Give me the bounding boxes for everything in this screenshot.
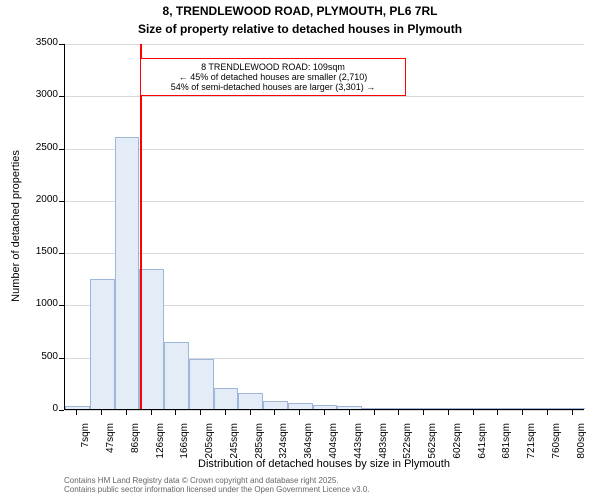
histogram-bar [288,403,313,409]
histogram-bar [238,393,263,409]
y-tick-mark [59,149,64,150]
x-tick-label: 522sqm [402,423,413,473]
histogram-bar [65,406,90,409]
histogram-bar [486,408,511,409]
chart-title-line1: 8, TRENDLEWOOD ROAD, PLYMOUTH, PL6 7RL [0,4,600,18]
x-tick-mark [473,410,474,415]
histogram-bar [263,401,288,409]
histogram-bar [362,408,387,409]
x-tick-mark [324,410,325,415]
x-tick-label: 443sqm [353,423,364,473]
histogram-bar [560,408,585,409]
x-tick-mark [101,410,102,415]
gridline [65,201,584,202]
y-tick-label: 500 [24,351,58,362]
x-tick-label: 86sqm [130,423,141,473]
x-tick-label: 324sqm [278,423,289,473]
x-tick-label: 47sqm [105,423,116,473]
histogram-bar [214,388,239,409]
y-tick-label: 2500 [24,142,58,153]
x-tick-label: 483sqm [378,423,389,473]
histogram-bar [436,408,461,409]
x-tick-label: 404sqm [328,423,339,473]
chart-root: 8, TRENDLEWOOD ROAD, PLYMOUTH, PL6 7RL S… [0,0,600,500]
x-tick-mark [423,410,424,415]
y-tick-label: 1000 [24,298,58,309]
x-tick-mark [200,410,201,415]
x-tick-mark [497,410,498,415]
histogram-bar [139,269,164,409]
y-tick-mark [59,44,64,45]
y-tick-mark [59,201,64,202]
x-tick-mark [151,410,152,415]
histogram-bar [115,137,140,409]
x-tick-label: 7sqm [80,423,91,473]
gridline [65,44,584,45]
x-tick-mark [572,410,573,415]
histogram-bar [337,406,362,409]
x-tick-label: 641sqm [477,423,488,473]
x-tick-mark [225,410,226,415]
x-tick-mark [522,410,523,415]
y-tick-mark [59,305,64,306]
x-tick-label: 800sqm [576,423,587,473]
x-tick-mark [448,410,449,415]
histogram-bar [90,279,115,409]
y-tick-label: 3500 [24,37,58,48]
histogram-bar [164,342,189,409]
annotation-line: 54% of semi-detached houses are larger (… [147,82,399,92]
y-tick-mark [59,358,64,359]
y-tick-mark [59,410,64,411]
x-tick-label: 166sqm [179,423,190,473]
attribution: Contains HM Land Registry data © Crown c… [0,476,600,494]
y-tick-label: 1500 [24,246,58,257]
gridline [65,253,584,254]
histogram-bar [412,408,437,409]
x-tick-label: 562sqm [427,423,438,473]
x-tick-mark [250,410,251,415]
x-tick-label: 205sqm [204,423,215,473]
x-tick-label: 760sqm [551,423,562,473]
x-tick-mark [175,410,176,415]
reference-line [140,44,142,409]
x-tick-mark [126,410,127,415]
gridline [65,96,584,97]
histogram-bar [511,408,536,409]
x-tick-mark [76,410,77,415]
annotation-line: ← 45% of detached houses are smaller (2,… [147,72,399,82]
y-tick-mark [59,253,64,254]
x-tick-mark [349,410,350,415]
plot-area [64,44,584,410]
histogram-bar [189,359,214,409]
x-tick-mark [547,410,548,415]
annotation-line: 8 TRENDLEWOOD ROAD: 109sqm [147,62,399,72]
histogram-bar [313,405,338,409]
annotation-box: 8 TRENDLEWOOD ROAD: 109sqm← 45% of detac… [140,58,406,96]
y-tick-label: 3000 [24,89,58,100]
x-tick-label: 285sqm [254,423,265,473]
x-tick-mark [398,410,399,415]
x-tick-label: 602sqm [452,423,463,473]
gridline [65,149,584,150]
y-tick-label: 2000 [24,194,58,205]
histogram-bar [387,408,412,409]
attribution-line: Contains HM Land Registry data © Crown c… [0,476,600,485]
x-tick-mark [299,410,300,415]
y-axis-label: Number of detached properties [7,46,25,406]
histogram-bar [535,408,560,409]
x-tick-mark [274,410,275,415]
x-tick-label: 245sqm [229,423,240,473]
attribution-line: Contains public sector information licen… [0,485,600,494]
x-tick-label: 681sqm [501,423,512,473]
chart-subtitle: Size of property relative to detached ho… [0,22,600,36]
histogram-bar [461,408,486,409]
y-tick-label: 0 [24,403,58,414]
x-tick-label: 364sqm [303,423,314,473]
x-tick-mark [374,410,375,415]
y-tick-mark [59,96,64,97]
x-tick-label: 721sqm [526,423,537,473]
x-tick-label: 126sqm [155,423,166,473]
